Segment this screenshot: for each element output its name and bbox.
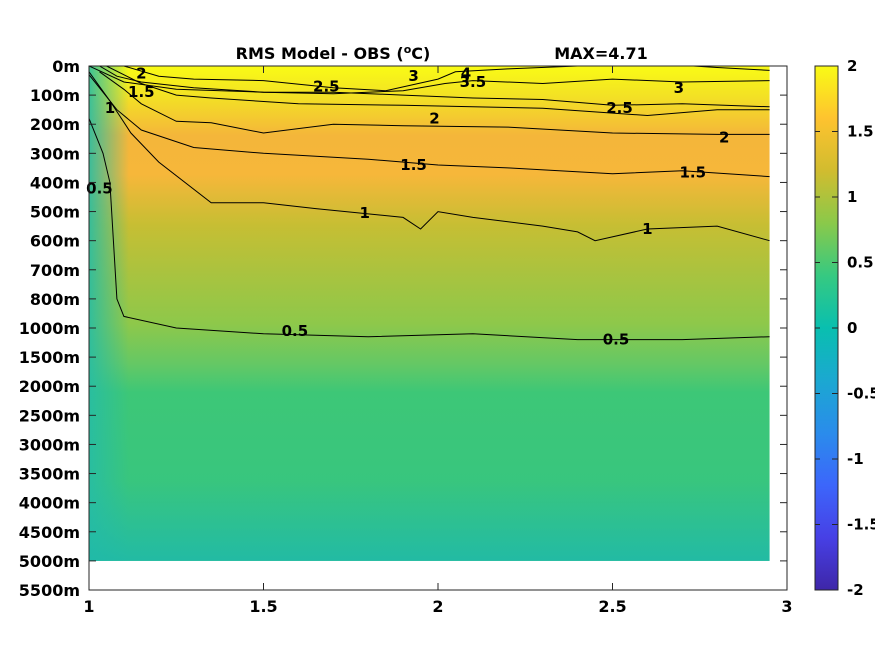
colorbar-tick-label-8: 2 xyxy=(847,57,857,75)
heatmap-field xyxy=(89,66,770,561)
contour-line-5 xyxy=(89,74,770,178)
contour-label-1: 1.5 xyxy=(128,83,155,101)
contour-label-2: 1 xyxy=(105,99,115,117)
contour-label-5: 3 xyxy=(408,67,418,85)
contour-label-12: 1.5 xyxy=(400,156,427,174)
y-tick-label-18: 5500m xyxy=(19,581,80,600)
y-tick-label-14: 3500m xyxy=(19,465,80,484)
colorbar-tick-label-6: 1 xyxy=(847,188,857,206)
contour-label-13: 1.5 xyxy=(679,163,706,181)
contour-line-4 xyxy=(99,71,770,135)
y-tick-label-11: 2000m xyxy=(19,377,80,396)
contour-label-17: 0.5 xyxy=(603,331,630,349)
x-tick-label-2: 2 xyxy=(432,597,443,616)
contour-label-7: 3.5 xyxy=(460,73,487,91)
contour-label-8: 3 xyxy=(674,79,684,97)
y-tick-label-15: 4000m xyxy=(19,494,80,513)
contour-label-14: 1 xyxy=(359,204,369,222)
max-value-label: MAX=4.71 xyxy=(554,44,648,63)
y-tick-label-3: 300m xyxy=(30,144,80,163)
contour-line-3 xyxy=(106,66,770,117)
field-shade-bottom xyxy=(89,480,770,561)
contour-label-3: 0.5 xyxy=(86,179,113,197)
colorbar-tick-label-1: -1.5 xyxy=(847,516,875,534)
contour-label-9: 2 xyxy=(429,109,439,127)
y-tick-label-13: 3000m xyxy=(19,435,80,454)
y-tick-label-9: 1000m xyxy=(19,319,80,338)
y-tick-label-10: 1500m xyxy=(19,348,80,367)
x-tick-label-3: 2.5 xyxy=(598,597,626,616)
y-tick-label-6: 600m xyxy=(30,232,80,251)
x-tick-label-0: 1 xyxy=(83,597,94,616)
contour-line-6 xyxy=(89,71,770,242)
contour-label-4: 2.5 xyxy=(313,77,340,95)
y-tick-label-17: 5000m xyxy=(19,552,80,571)
chart-title: RMS Model - OBS (oC) xyxy=(236,43,431,63)
colorbar-tick-label-2: -1 xyxy=(847,450,864,468)
contour-label-11: 2 xyxy=(719,128,729,146)
y-axis: 0m 100m 200m 300m 400m 500m 600m 700m 800m 1000m 1… xyxy=(19,57,787,600)
contour-label-0: 2 xyxy=(136,64,146,82)
contour-line-2 xyxy=(89,66,770,108)
y-tick-label-0: 0m xyxy=(52,57,80,76)
y-tick-label-1: 100m xyxy=(30,86,80,105)
x-tick-label-1: 1.5 xyxy=(249,597,277,616)
contour-label-15: 1 xyxy=(642,220,652,238)
y-tick-label-7: 700m xyxy=(30,261,80,280)
x-axis: 1 1.5 2 2.5 3 xyxy=(83,66,793,616)
contour-lines xyxy=(89,66,770,341)
colorbar-tick-label-4: 0 xyxy=(847,319,857,337)
contour-label-16: 0.5 xyxy=(282,322,309,340)
colorbar: -2 -1.5 -1 -0.5 0 0.5 1 1.5 2 xyxy=(814,57,875,599)
y-tick-label-16: 4500m xyxy=(19,523,80,542)
colorbar-tick-label-5: 0.5 xyxy=(847,254,874,272)
contour-label-10: 2.5 xyxy=(606,99,633,117)
colorbar-tick-label-3: -0.5 xyxy=(847,385,875,403)
colorbar-tick-label-0: -2 xyxy=(847,581,864,599)
contour-line-1 xyxy=(123,66,770,92)
contour-label-6: 4 xyxy=(461,64,471,82)
contour-line-0 xyxy=(99,66,770,95)
y-tick-label-12: 2500m xyxy=(19,406,80,425)
colorbar-tick-label-7: 1.5 xyxy=(847,123,874,141)
x-tick-label-4: 3 xyxy=(781,597,792,616)
y-tick-label-8: 800m xyxy=(30,290,80,309)
y-tick-label-5: 500m xyxy=(30,203,80,222)
y-tick-label-4: 400m xyxy=(30,173,80,192)
contour-line-7 xyxy=(89,118,770,341)
y-tick-label-2: 200m xyxy=(30,115,80,134)
